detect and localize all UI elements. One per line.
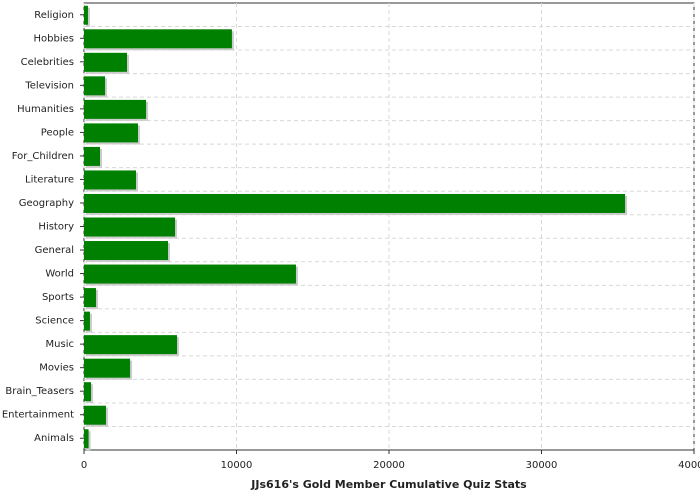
x-axis-title: JJs616's Gold Member Cumulative Quiz Sta… <box>250 478 527 491</box>
y-tick-label: Television <box>24 80 74 91</box>
bar <box>84 170 137 190</box>
bar <box>84 241 169 261</box>
y-tick-label: World <box>45 269 74 280</box>
y-tick-label: People <box>41 127 74 138</box>
x-tick-label: 0 <box>81 460 87 471</box>
y-tick-label: Literature <box>25 174 74 185</box>
y-tick-label: Brain_Teasers <box>5 386 74 397</box>
bar <box>84 264 296 284</box>
y-tick-label: Geography <box>19 198 74 209</box>
y-tick-label: Religion <box>34 10 74 21</box>
y-tick-label: Celebrities <box>21 57 74 68</box>
y-tick-label: For_Children <box>12 151 74 162</box>
bar <box>84 146 101 166</box>
bar <box>84 123 138 143</box>
bar <box>84 29 232 49</box>
y-tick-label: Entertainment <box>2 410 74 421</box>
bar-shadow <box>86 7 90 27</box>
bar <box>84 429 89 449</box>
bar <box>84 99 147 119</box>
bar <box>84 311 90 331</box>
y-tick-label: Movies <box>39 363 74 374</box>
bar <box>84 382 92 402</box>
y-tick-label: History <box>38 222 74 233</box>
x-tick-label: 10000 <box>221 460 253 471</box>
bar <box>84 76 106 96</box>
x-tick-label: 30000 <box>526 460 558 471</box>
bar <box>84 288 97 308</box>
y-tick-label: Science <box>35 316 74 327</box>
bar <box>84 217 176 237</box>
bar <box>84 52 128 72</box>
y-tick-label: General <box>35 245 74 256</box>
x-tick-label: 20000 <box>373 460 405 471</box>
bar <box>84 358 131 378</box>
x-tick-label: 40000 <box>678 460 700 471</box>
bar <box>84 5 88 25</box>
y-tick-label: Hobbies <box>34 33 74 44</box>
y-tick-label: Humanities <box>17 104 74 115</box>
bar <box>84 335 178 355</box>
bar <box>84 405 106 425</box>
y-tick-label: Music <box>46 339 74 350</box>
bar <box>84 193 626 213</box>
y-tick-label: Sports <box>42 292 74 303</box>
y-tick-label: Animals <box>34 433 74 444</box>
